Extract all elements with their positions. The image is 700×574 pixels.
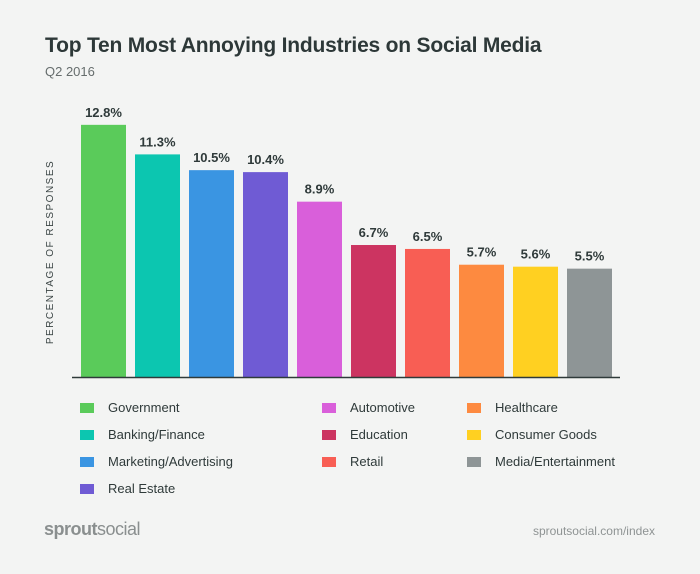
legend-swatch: [467, 456, 481, 467]
legend-label: Marketing/Advertising: [108, 454, 233, 469]
legend-item: Automotive: [322, 400, 415, 415]
legend-label: Education: [350, 427, 408, 442]
legend-label: Healthcare: [495, 400, 558, 415]
legend-swatch: [80, 456, 94, 467]
bar-4: [297, 201, 342, 377]
legend-swatch: [322, 402, 336, 413]
legend-item: Real Estate: [80, 481, 175, 496]
bar-3: [243, 172, 288, 377]
data-label: 10.4%: [247, 152, 284, 167]
legend-label: Media/Entertainment: [495, 454, 615, 469]
bar-0: [81, 124, 126, 377]
legend-swatch: [467, 429, 481, 440]
bar-9: [567, 268, 612, 377]
legend-item: Healthcare: [467, 400, 558, 415]
legend-swatch: [80, 429, 94, 440]
bar-5: [351, 245, 396, 377]
data-label: 6.5%: [413, 229, 443, 244]
bar-6: [405, 248, 450, 377]
bar-7: [459, 264, 504, 377]
legend-item: Retail: [322, 454, 383, 469]
chart-title: Top Ten Most Annoying Industries on Soci…: [45, 34, 542, 57]
legend-item: Media/Entertainment: [467, 454, 615, 469]
legend-item: Marketing/Advertising: [80, 454, 233, 469]
legend-item: Education: [322, 427, 408, 442]
legend: Government Banking/Finance Marketing/Adver…: [80, 400, 660, 500]
y-axis-label: PERCENTAGE OF RESPONSES: [45, 160, 56, 344]
bar-2: [189, 170, 234, 377]
legend-item: Consumer Goods: [467, 427, 597, 442]
legend-label: Real Estate: [108, 481, 176, 496]
legend-swatch: [80, 483, 94, 494]
source-url: sproutsocial.com/index: [532, 524, 655, 538]
sproutsocial-logo: sproutsocial: [44, 519, 141, 539]
data-label: 5.7%: [467, 245, 497, 260]
bar-1: [135, 154, 180, 377]
legend-swatch: [80, 402, 94, 413]
data-label: 5.5%: [575, 249, 605, 264]
bar-8: [513, 266, 558, 377]
data-label: 6.7%: [359, 225, 389, 240]
data-label: 5.6%: [521, 247, 551, 262]
legend-label: Banking/Finance: [108, 427, 205, 442]
bar-chart: PERCENTAGE OF RESPONSES 12.8% 11.3% 10.5% 10…: [45, 105, 620, 379]
data-label: 12.8%: [85, 105, 122, 120]
legend-item: Banking/Finance: [80, 427, 205, 442]
legend-label: Automotive: [350, 400, 416, 415]
data-label: 11.3%: [139, 134, 176, 149]
legend-swatch: [467, 402, 481, 413]
legend-label: Consumer Goods: [495, 427, 597, 442]
chart-subtitle: Q2 2016: [45, 64, 95, 79]
legend-item: Government: [80, 400, 180, 415]
legend-swatch: [322, 429, 336, 440]
legend-swatch: [322, 456, 336, 467]
legend-label: Government: [108, 400, 180, 415]
legend-label: Retail: [350, 454, 384, 469]
data-label: 8.9%: [305, 182, 335, 197]
data-label: 10.5%: [193, 150, 230, 165]
